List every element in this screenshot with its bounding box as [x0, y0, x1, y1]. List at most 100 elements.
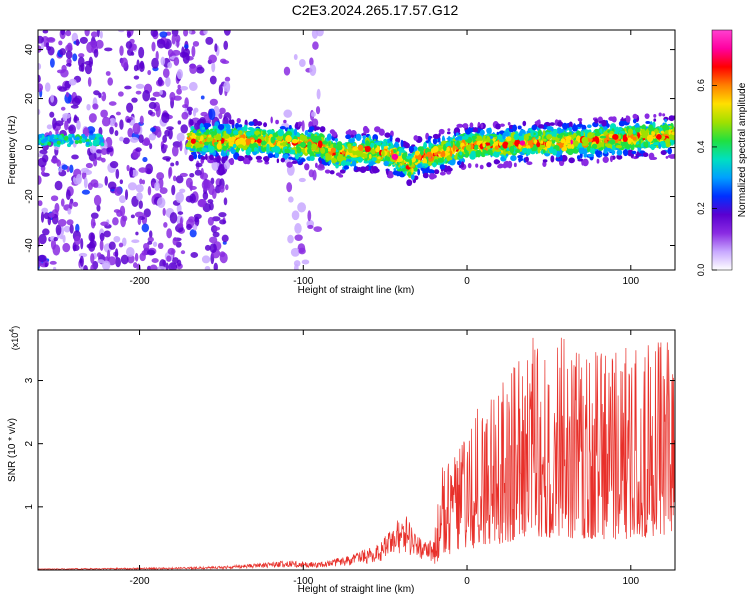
- heatmap-ridge-cell: [256, 159, 263, 163]
- heatmap-ridge-cell: [486, 127, 491, 134]
- heatmap-ridge-cell: [315, 162, 318, 169]
- heatmap-cell: [89, 40, 98, 47]
- snr-y-tick-label: 1: [24, 504, 35, 510]
- heatmap-cell: [213, 226, 221, 231]
- heatmap-ridge-cell: [450, 140, 454, 148]
- heatmap-x-tick-label: 100: [622, 276, 639, 287]
- heatmap-ridge-cell: [378, 128, 385, 136]
- heatmap-ridge-cell: [222, 145, 228, 151]
- heatmap-ridge-cell: [537, 119, 541, 125]
- heatmap-ridge-cell: [417, 146, 425, 152]
- heatmap-ridge-cell: [264, 157, 270, 163]
- heatmap-ridge-cell: [591, 143, 598, 150]
- heatmap-ridge-cell: [427, 135, 431, 142]
- heatmap-cell: [86, 103, 91, 111]
- heatmap-ridge-cell: [193, 152, 198, 160]
- snr-x-tick-label: 0: [464, 576, 470, 587]
- heatmap-ridge-cell: [283, 119, 287, 124]
- heatmap-ridge-cell: [236, 117, 241, 124]
- heatmap-cell: [129, 166, 134, 178]
- heatmap-ridge-cell: [38, 134, 43, 139]
- heatmap-ridge-cell: [578, 147, 584, 155]
- heatmap-cell: [67, 207, 72, 215]
- heatmap-ridge-cell: [591, 148, 596, 155]
- heatmap-ridge-cell: [568, 126, 572, 133]
- heatmap-ridge-cell: [507, 122, 511, 126]
- heatmap-ridge-cell: [352, 142, 357, 147]
- heatmap-cell: [75, 173, 82, 185]
- heatmap-cell: [43, 212, 50, 220]
- heatmap-cell: [175, 34, 181, 43]
- heatmap-cell: [293, 263, 299, 270]
- heatmap-ridge-cell: [456, 160, 462, 166]
- heatmap-ridge-cell: [538, 130, 542, 136]
- heatmap-cell: [129, 136, 139, 143]
- heatmap-ridge-cell: [465, 144, 471, 151]
- heatmap-ridge-cell: [417, 163, 423, 169]
- heatmap-cell: [74, 235, 81, 246]
- heatmap-ridge-cell: [587, 131, 594, 139]
- heatmap-cell: [148, 101, 157, 110]
- heatmap-cell: [182, 52, 190, 64]
- heatmap-cell: [40, 211, 45, 223]
- heatmap-ridge-cell: [518, 135, 525, 142]
- heatmap-cell: [41, 207, 49, 214]
- heatmap-ridge-cell: [291, 138, 299, 144]
- heatmap-ridge-cell: [238, 155, 245, 162]
- heatmap-ridge-cell: [632, 118, 637, 124]
- heatmap-ridge-cell: [279, 142, 284, 146]
- heatmap-cell: [125, 41, 133, 49]
- heatmap-cell: [62, 242, 71, 253]
- heatmap-ridge-cell: [645, 120, 651, 125]
- heatmap-ridge-cell: [438, 158, 444, 163]
- heatmap-ridge-cell: [299, 134, 304, 141]
- heatmap-ridge-cell: [394, 141, 399, 145]
- heatmap-ridge-cell: [200, 135, 204, 141]
- heatmap-cell: [167, 247, 176, 255]
- heatmap-cell: [115, 168, 120, 179]
- heatmap-cell: [113, 235, 121, 243]
- heatmap-ridge-cell: [622, 136, 628, 142]
- heatmap-ridge-cell: [456, 140, 460, 148]
- colorbar-label: Normalized spectral amplitude: [737, 82, 748, 217]
- heatmap-ridge-cell: [369, 142, 375, 148]
- heatmap-ridge-cell: [363, 127, 367, 135]
- colorbar-tick-label: 0.4: [696, 141, 706, 154]
- heatmap-ridge-cell: [560, 138, 566, 144]
- heatmap-cell: [65, 50, 73, 60]
- heatmap-cell: [72, 201, 79, 207]
- heatmap-cell: [71, 97, 81, 106]
- heatmap-cell: [50, 94, 55, 103]
- heatmap-cell: [145, 163, 153, 175]
- heatmap-ridge-cell: [284, 148, 291, 154]
- snr-series-line: [38, 337, 675, 570]
- heatmap-cell: [167, 49, 174, 57]
- heatmap-ridge-cell: [599, 135, 607, 139]
- heatmap-ridge-cell: [522, 120, 527, 127]
- heatmap-ridge-cell: [459, 151, 463, 156]
- heatmap-ridge-cell: [560, 154, 568, 162]
- snr-x-tick-label: -100: [293, 576, 313, 587]
- heatmap-ridge-cell: [586, 146, 591, 153]
- heatmap-x-ticks: -200 -100 0 100: [130, 30, 640, 287]
- heatmap-cell: [56, 69, 65, 74]
- heatmap-cell: [41, 154, 49, 163]
- heatmap-cell: [78, 53, 85, 58]
- heatmap-cell: [219, 107, 226, 115]
- heatmap-ridge-cell: [479, 164, 484, 170]
- heatmap-cell: [207, 216, 214, 226]
- heatmap-cell: [221, 60, 230, 65]
- heatmap-ridge-cell: [512, 124, 518, 132]
- heatmap-cell: [38, 237, 41, 248]
- heatmap-ridge-cell: [513, 162, 517, 168]
- heatmap-ridge-cell: [422, 158, 428, 165]
- heatmap-ridge-cell: [377, 141, 381, 146]
- heatmap-ridge-cell: [354, 165, 357, 171]
- heatmap-cell: [190, 251, 199, 258]
- heatmap-cell: [218, 212, 227, 218]
- heatmap-ridge-cell: [537, 124, 545, 129]
- heatmap-ridge-cell: [580, 131, 584, 137]
- heatmap-cell: [100, 109, 108, 118]
- heatmap-ridge-cell: [530, 130, 534, 137]
- figure-title: C2E3.2024.265.17.57.G12: [291, 2, 459, 18]
